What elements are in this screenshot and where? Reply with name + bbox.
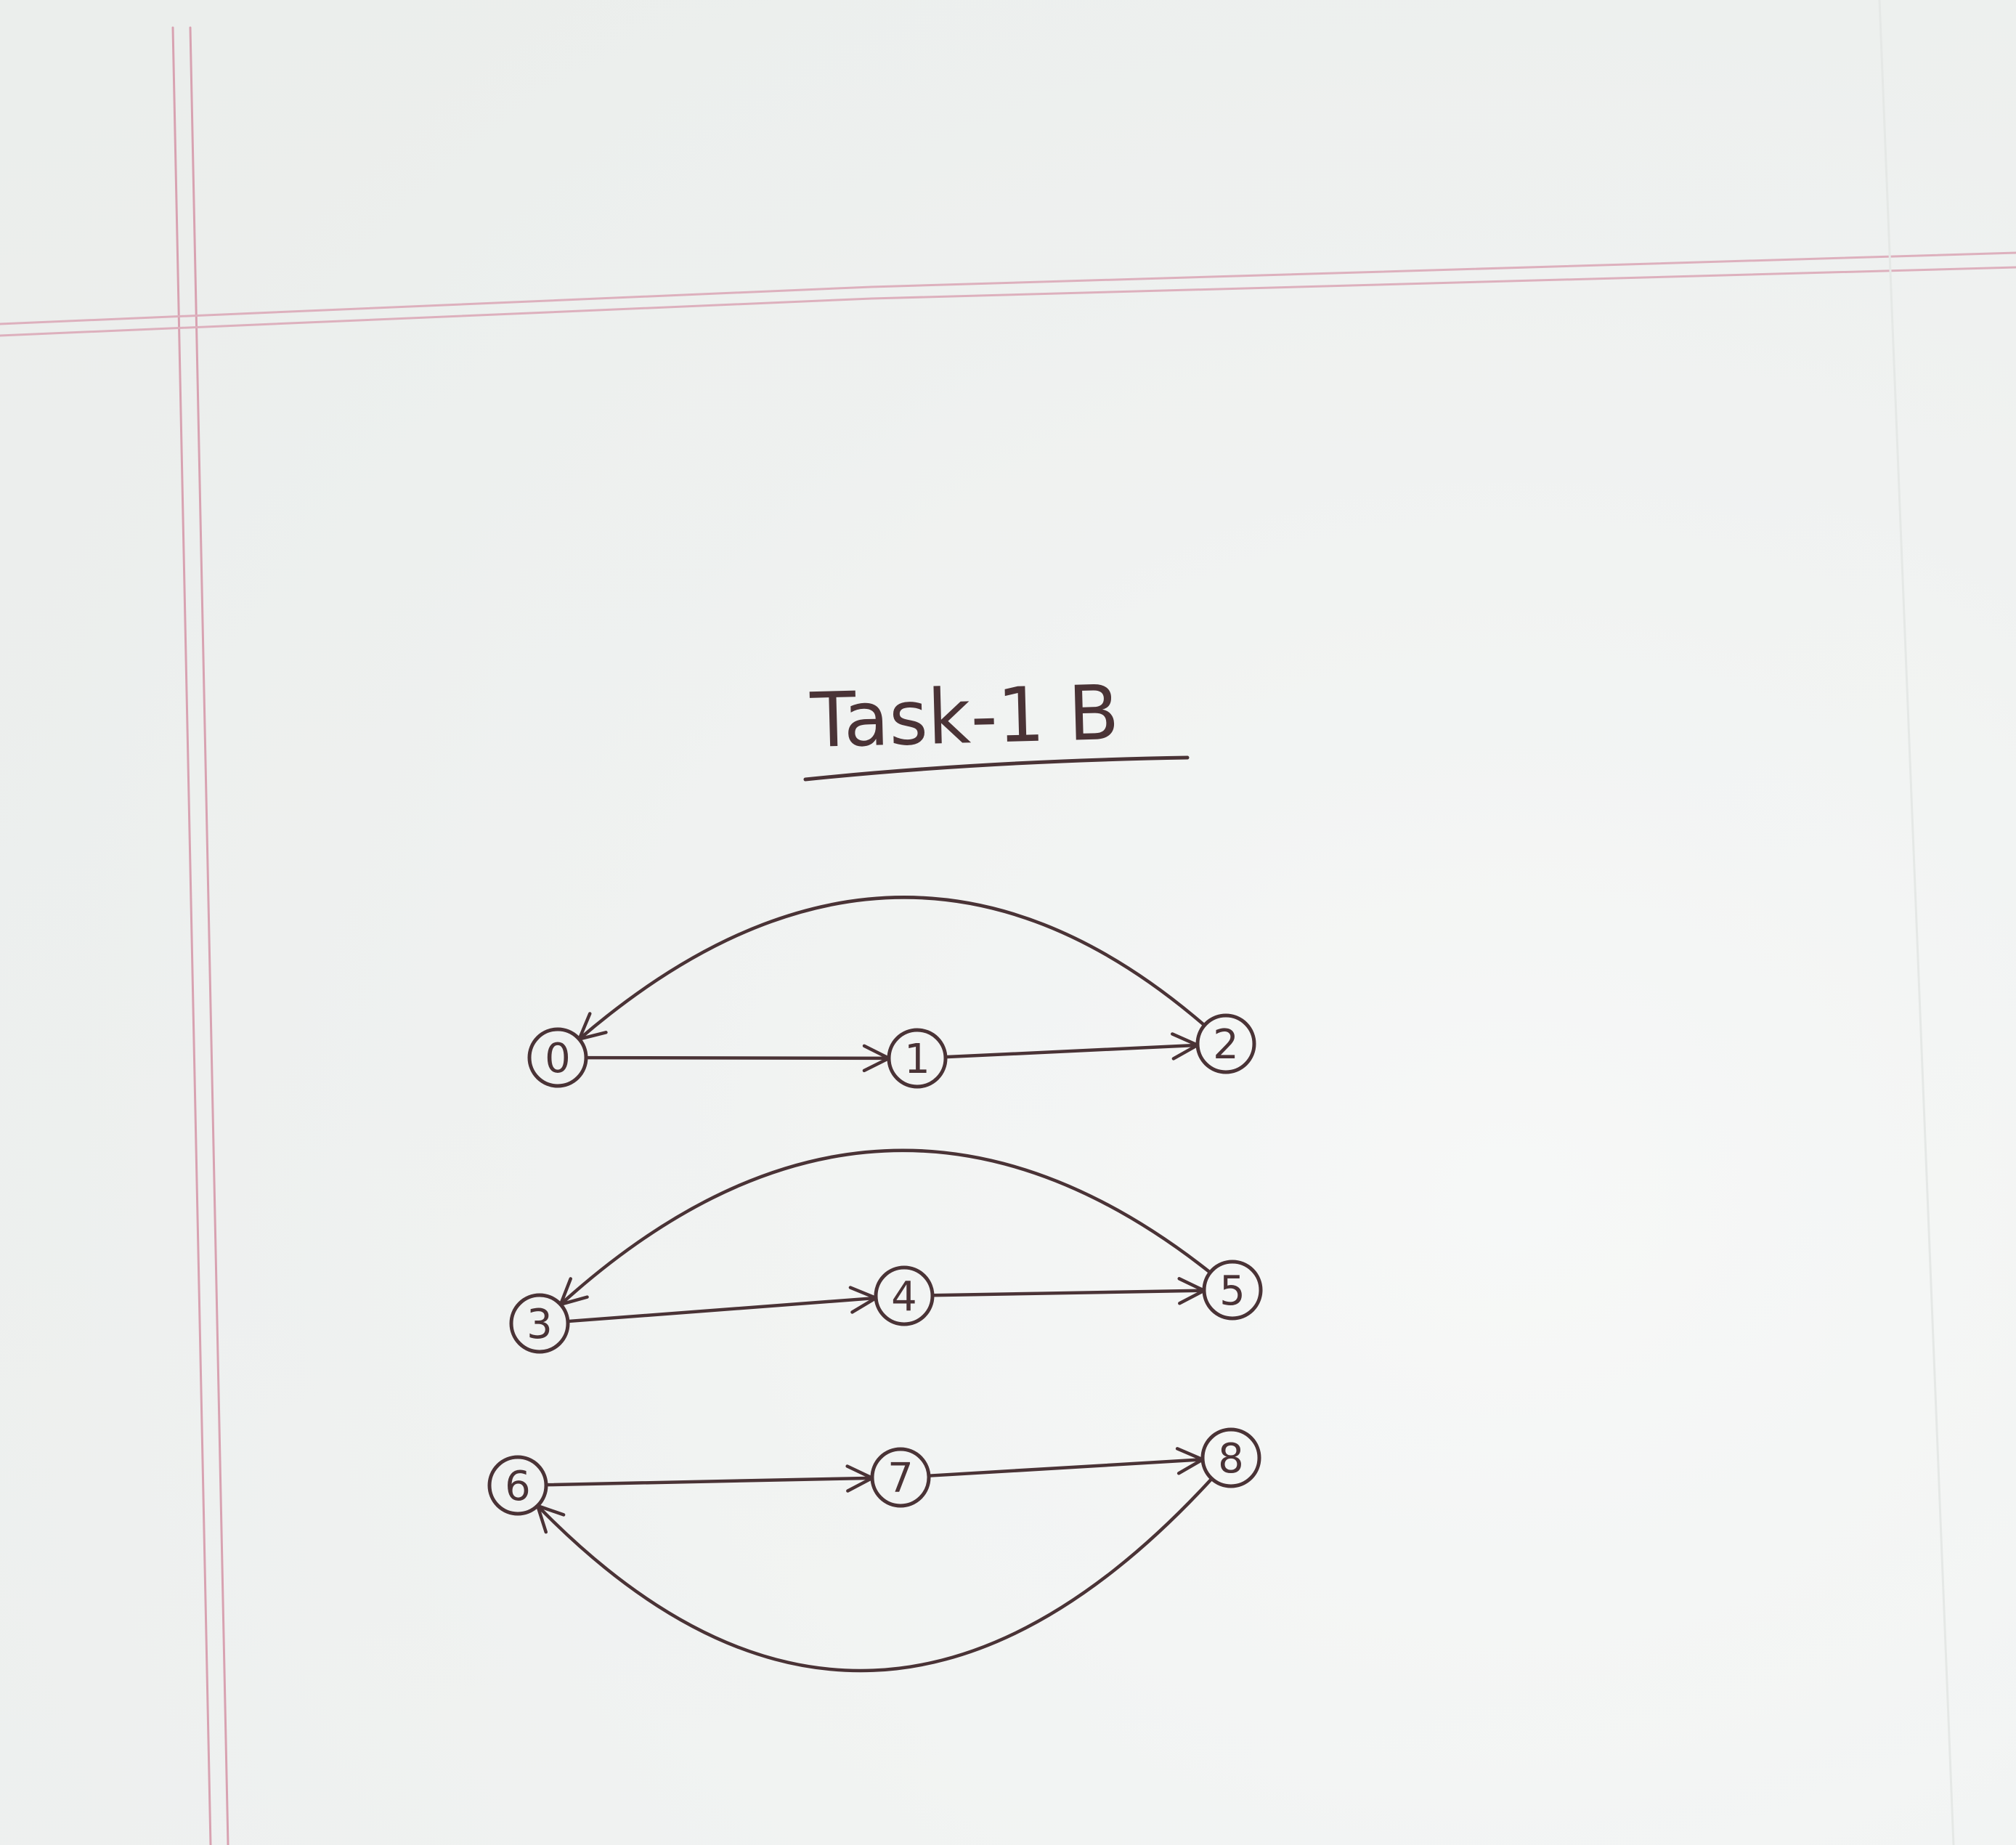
node-label: 4 [891,1273,917,1321]
node-2: 2 [1195,1013,1256,1074]
node-circle [509,1293,570,1354]
node-8: 8 [1200,1427,1261,1488]
node-circle [527,1027,588,1088]
left-margin-line-inner [189,26,229,1845]
node-label: 8 [1218,1435,1244,1483]
right-page-edge [1878,0,1955,1845]
diagram-title: Task-1 B [808,668,1120,765]
edge-line [930,1289,1206,1297]
edge-curve [577,896,1206,1041]
node-label: 7 [887,1455,914,1502]
edge-curve [535,1477,1214,1673]
title-underline [803,755,1190,782]
node-4: 4 [874,1265,935,1326]
node-0: 0 [527,1027,588,1088]
edge-curve [558,1148,1212,1307]
node-label: 5 [1219,1268,1245,1315]
node-label: 6 [505,1463,531,1510]
node-label: 3 [527,1301,553,1348]
node-circle [870,1447,931,1508]
node-circle [1202,1260,1263,1321]
node-6: 6 [487,1455,548,1516]
edge-line [943,1043,1200,1059]
node-circle [887,1028,948,1089]
node-circle [487,1455,548,1516]
graph-edges [535,896,1214,1673]
node-3: 3 [509,1293,570,1354]
top-margin-line-inner [0,266,2016,337]
top-margin-line-outer [0,251,2016,325]
edge-line [566,1296,878,1323]
graph-nodes: 0 1 2 3 4 5 6 7 8 [487,1013,1263,1516]
node-circle [874,1265,935,1326]
node-label: 2 [1213,1021,1239,1069]
node-7: 7 [870,1447,931,1508]
node-1: 1 [887,1028,948,1089]
node-label: 1 [904,1036,930,1083]
node-circle [1195,1013,1256,1074]
edge-line [544,1476,874,1487]
node-circle [1200,1427,1261,1488]
node-5: 5 [1202,1260,1263,1321]
edge-line [927,1458,1205,1477]
node-label: 0 [545,1035,571,1082]
left-margin-line-outer [171,26,212,1845]
